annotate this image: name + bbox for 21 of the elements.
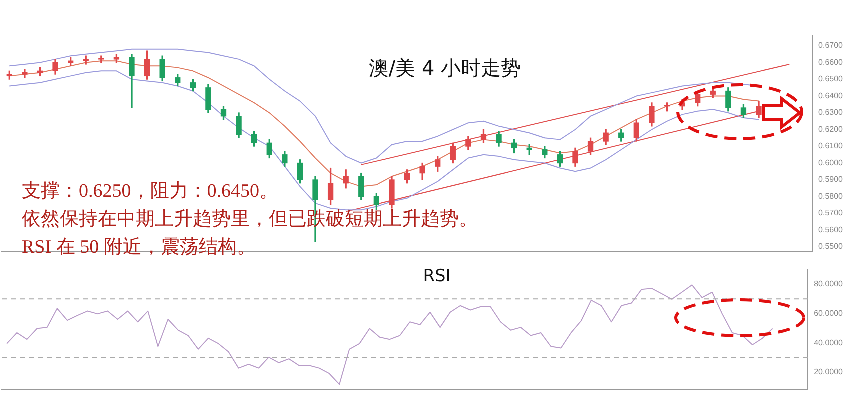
y-tick-label: 0.5900 [818,175,844,184]
y-tick-label: 0.6500 [818,74,844,84]
y-tick-label: 0.5600 [818,225,844,234]
y-tick-label: 40.0000 [814,338,844,348]
text: 澳/美 4 小时走势 [368,56,522,80]
y-tick-label: 0.5800 [818,192,844,201]
y-tick-label: 0.6400 [818,91,844,100]
y-tick-label: 0.6200 [818,124,844,134]
y-tick-label: 0.6000 [818,158,844,168]
y-tick-label: 0.6300 [818,108,844,118]
y-tick-label: 20.0000 [814,368,844,377]
y-tick-label: 0.6700 [818,41,844,50]
chart-title: RSI [423,266,451,286]
y-tick-label: 0.5500 [818,242,844,252]
y-tick-label: 80.0000 [814,280,844,289]
annotation: RSI 在 50 附近，震荡结构。 [22,236,256,258]
y-tick-label: 0.6100 [818,142,844,151]
annotation: 支撑：0.6250，阻力：0.6450。 [22,180,278,202]
y-tick-label: 0.6600 [818,58,844,67]
y-tick-label: 60.0000 [814,308,844,318]
y-tick-label: 0.5700 [818,208,844,218]
